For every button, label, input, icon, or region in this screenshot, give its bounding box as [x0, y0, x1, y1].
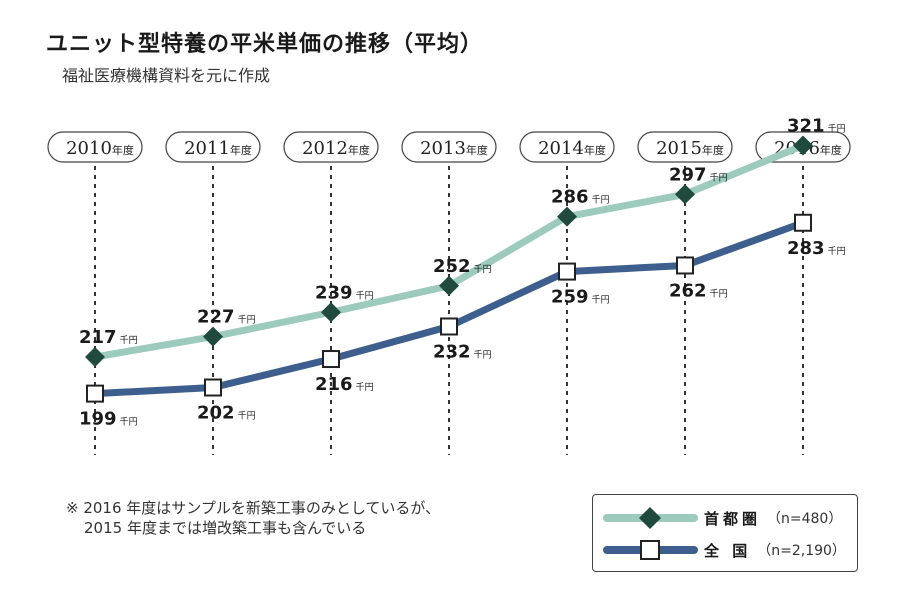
- year-label-pill: [165, 131, 261, 163]
- square-icon: [640, 540, 660, 560]
- data-point-capital: [321, 302, 341, 323]
- data-point-national: [204, 378, 222, 397]
- x-tick-label: 2015年度: [656, 138, 724, 159]
- data-point-national: [322, 350, 340, 369]
- data-label-national: 216 千円: [315, 374, 374, 395]
- legend-item-capital: 首都圏 （n=480）: [593, 503, 857, 533]
- legend-national-swatch: [603, 535, 698, 565]
- diamond-icon: [639, 507, 661, 529]
- data-point-national: [558, 262, 576, 281]
- legend: 首都圏 （n=480） 全 国 （n=2,190）: [592, 494, 858, 572]
- data-point-capital: [557, 206, 577, 227]
- footnote: ※ 2016 年度はサンプルを新築工事のみとしているが、 2015 年度までは増…: [66, 498, 440, 538]
- data-label-capital: 297 千円: [669, 164, 728, 185]
- data-point-capital: [439, 275, 459, 296]
- data-label-national: 283 千円: [787, 238, 846, 259]
- year-label-pill: [283, 131, 379, 163]
- data-label-capital: 227 千円: [197, 307, 256, 328]
- footnote-line-1: ※ 2016 年度はサンプルを新築工事のみとしているが、: [66, 499, 441, 517]
- data-label-national: 232 千円: [433, 341, 492, 362]
- data-point-capital: [675, 184, 695, 205]
- year-label-pill: [637, 131, 733, 163]
- data-label-national: 259 千円: [551, 287, 610, 308]
- data-label-national: 262 千円: [669, 280, 728, 301]
- x-tick-label: 2014年度: [538, 138, 606, 159]
- footnote-line-2: 2015 年度までは増改築工事も含んでいる: [84, 519, 367, 537]
- data-point-capital: [793, 135, 813, 156]
- legend-item-national: 全 国 （n=2,190）: [593, 535, 857, 565]
- legend-national-label: 全 国: [704, 541, 752, 560]
- data-label-capital: 286 千円: [551, 187, 610, 208]
- data-label-national: 199 千円: [79, 409, 138, 430]
- data-point-capital: [203, 326, 223, 347]
- data-point-national: [86, 384, 104, 403]
- year-label-pill: [519, 131, 615, 163]
- legend-capital-label: 首都圏: [704, 509, 762, 528]
- year-label-pill: [47, 131, 143, 163]
- data-label-capital: 239 千円: [315, 282, 374, 303]
- legend-capital-count: （n=480）: [767, 511, 843, 527]
- x-tick-label: 2012年度: [302, 138, 370, 159]
- legend-capital-swatch: [603, 503, 698, 533]
- chart-title: ユニット型特養の平米単価の推移（平均）: [46, 32, 484, 57]
- x-tick-label: 2011年度: [184, 138, 252, 159]
- data-point-national: [440, 317, 458, 336]
- legend-national-count: （n=2,190）: [757, 543, 846, 559]
- data-label-capital: 217 千円: [79, 327, 138, 348]
- data-label-national: 202 千円: [197, 403, 256, 424]
- data-point-national: [794, 213, 812, 232]
- year-label-pill: [401, 131, 497, 163]
- chart-subtitle: 福祉医療機構資料を元に作成: [62, 66, 271, 85]
- data-label-capital: 321 千円: [787, 115, 846, 136]
- data-point-national: [676, 256, 694, 275]
- x-tick-label: 2013年度: [420, 138, 488, 159]
- data-point-capital: [85, 347, 105, 367]
- data-label-capital: 252 千円: [433, 256, 492, 277]
- x-tick-label: 2010年度: [66, 138, 134, 159]
